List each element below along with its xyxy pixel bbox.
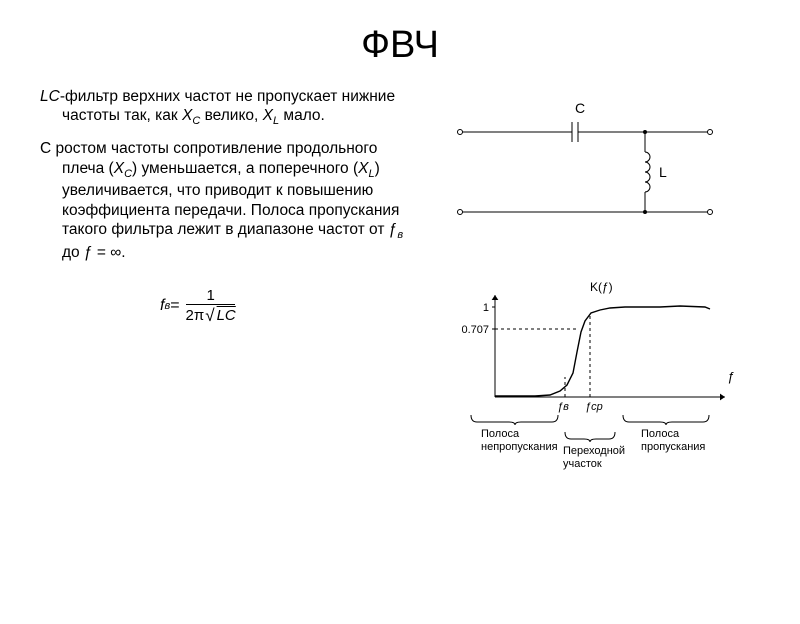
p1-xl-x: X <box>263 107 273 124</box>
svg-text:ƒ: ƒ <box>727 369 734 384</box>
p2-xl-x: X <box>358 160 368 177</box>
transfer-graph: 10.707K(ƒ)ƒƒвƒсрПолосанепропусканияПерех… <box>425 277 745 477</box>
formula-fraction: 1 2π√LC <box>186 288 236 324</box>
p1-t5: велико, <box>200 107 262 124</box>
svg-text:C: C <box>575 100 585 116</box>
p1-t8: мало. <box>279 107 325 124</box>
graph-svg: 10.707K(ƒ)ƒƒвƒсрПолосанепропусканияПерех… <box>425 277 745 477</box>
sqrt-icon: √ <box>205 307 214 324</box>
svg-text:участок: участок <box>563 458 602 470</box>
svg-text:пропускания: пропускания <box>641 441 705 453</box>
figure-column: CL 10.707K(ƒ)ƒƒвƒсрПолосанепропусканияПе… <box>425 87 760 477</box>
p2-xc-sub: C <box>124 168 132 180</box>
p2-t9: до ƒ = ∞. <box>62 244 126 261</box>
page-title: ФВЧ <box>0 24 800 67</box>
svg-text:Переходной: Переходной <box>563 445 625 457</box>
circuit-diagram: CL <box>435 87 735 237</box>
svg-text:K(ƒ): K(ƒ) <box>590 280 613 294</box>
svg-text:L: L <box>659 164 667 180</box>
svg-text:непропускания: непропускания <box>481 441 558 453</box>
svg-text:Полоса: Полоса <box>641 428 680 440</box>
content: LC-фильтр верхних частот не пропускает н… <box>0 87 800 477</box>
paragraph-2: С ростом частоты сопротивление продольно… <box>40 139 405 262</box>
svg-text:Полоса: Полоса <box>481 428 520 440</box>
p2-xc-x: X <box>114 160 124 177</box>
svg-text:1: 1 <box>483 302 489 314</box>
formula-eq: = <box>170 297 179 315</box>
text-column: LC-фильтр верхних частот не пропускает н… <box>40 87 425 477</box>
formula-numerator: 1 <box>186 288 234 305</box>
cutoff-formula: fв = 1 2π√LC <box>160 288 405 324</box>
formula-denominator: 2π√LC <box>186 305 236 324</box>
p2-fb-sub: в <box>397 229 403 241</box>
svg-text:ƒср: ƒср <box>585 401 603 413</box>
formula-den-coeff: 2π <box>186 308 205 323</box>
svg-text:0.707: 0.707 <box>461 324 489 336</box>
formula-sqrt-arg: LC <box>216 308 236 323</box>
circuit-svg: CL <box>435 87 735 237</box>
p2-t4: ) уменьшается, а поперечного ( <box>132 160 358 177</box>
p1-xc-x: X <box>182 107 192 124</box>
svg-text:ƒв: ƒв <box>557 401 569 413</box>
p1-lc: LC <box>40 88 60 105</box>
paragraph-1: LC-фильтр верхних частот не пропускает н… <box>40 87 405 129</box>
